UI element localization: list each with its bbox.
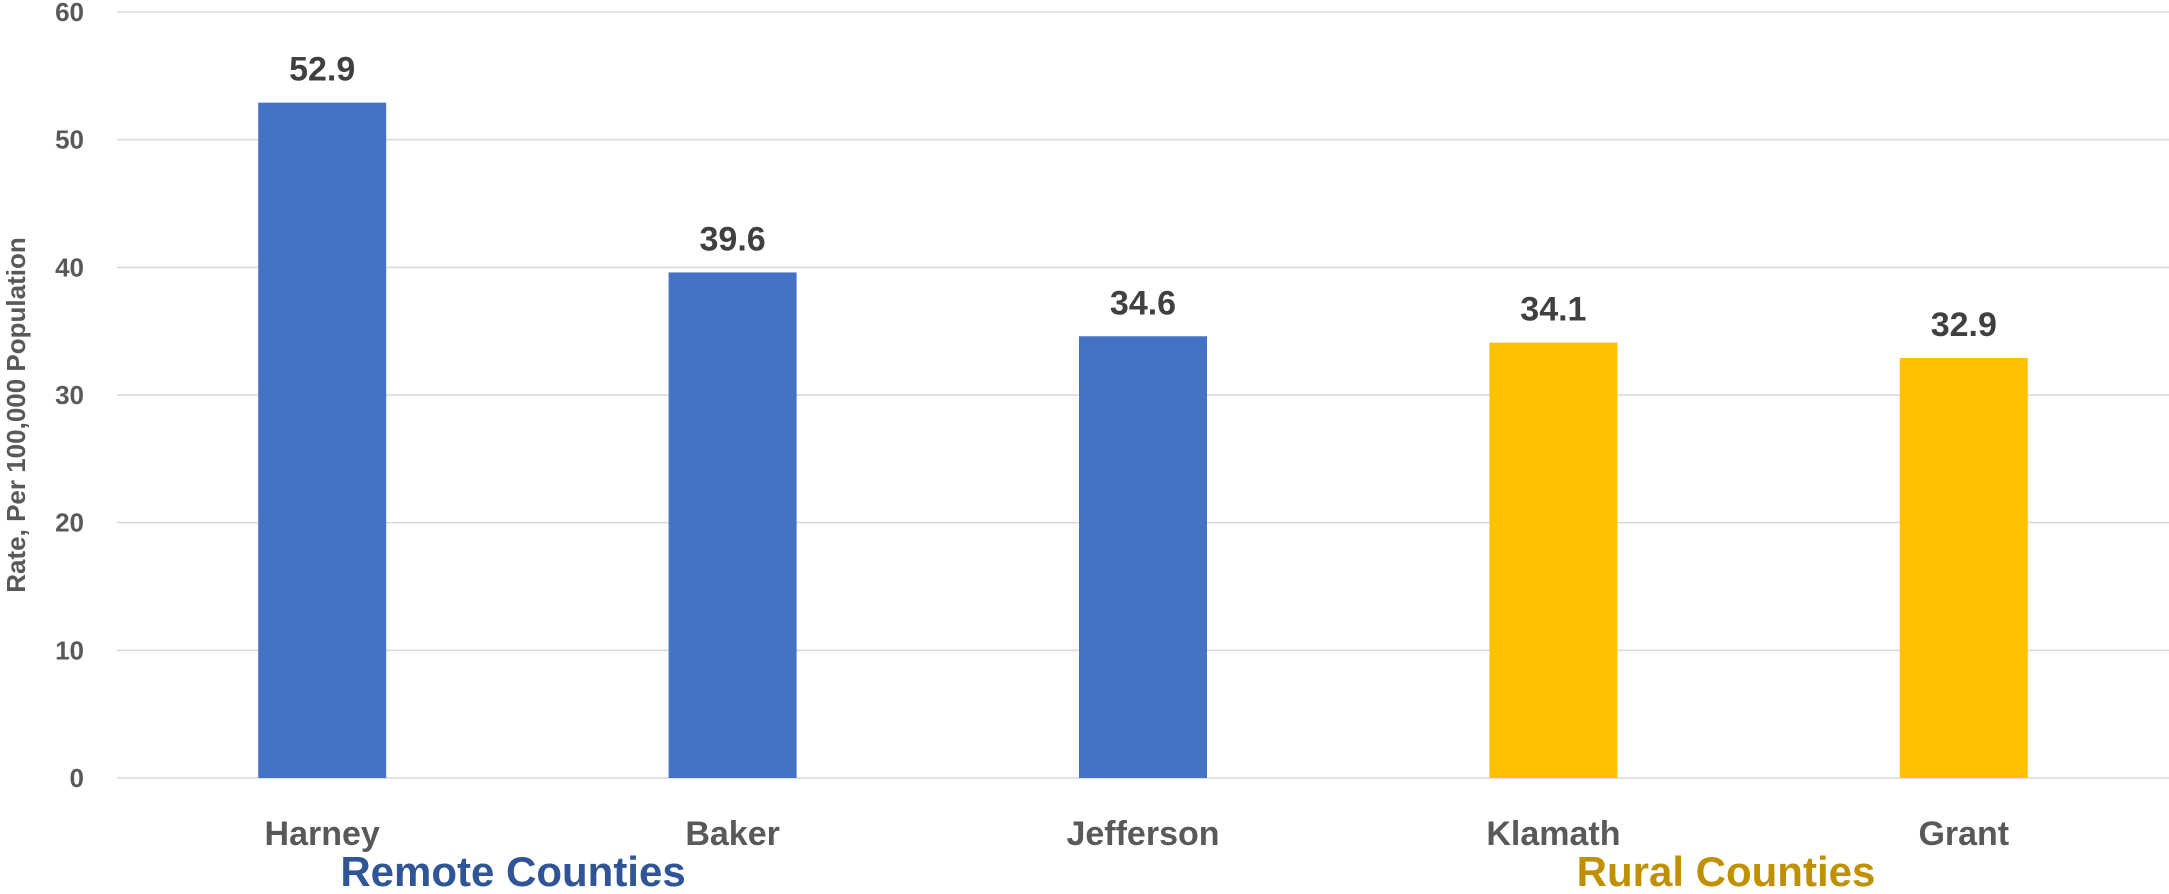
y-tick-label: 0 [70, 763, 84, 793]
group-label-remote-counties: Remote Counties [340, 848, 685, 894]
data-label-grant: 32.9 [1931, 306, 1997, 344]
y-tick-label: 60 [55, 0, 84, 27]
y-axis-ticks: 0 10 20 30 40 50 60 [55, 0, 84, 793]
data-label-klamath: 34.1 [1520, 291, 1586, 329]
x-axis-categories: Harney Baker Jefferson Klamath Grant [265, 815, 2010, 853]
bar-grant [1899, 357, 2028, 778]
y-tick-label: 10 [55, 635, 84, 665]
data-labels: 52.9 39.6 34.6 34.1 32.9 [289, 51, 1997, 344]
x-tick-label-baker: Baker [685, 815, 780, 853]
y-tick-label: 40 [55, 252, 84, 282]
x-tick-label-grant: Grant [1918, 815, 2009, 853]
y-tick-label: 30 [55, 380, 84, 410]
x-tick-label-harney: Harney [265, 815, 380, 853]
bar-klamath [1489, 342, 1618, 778]
y-axis-label: Rate, Per 100,000 Population [1, 237, 31, 592]
data-label-harney: 52.9 [289, 51, 355, 89]
data-label-baker: 39.6 [700, 220, 766, 258]
x-tick-label-jefferson: Jefferson [1066, 815, 1219, 853]
bar-jefferson [1079, 336, 1207, 778]
group-label-rural-counties: Rural Counties [1577, 848, 1876, 894]
bar-harney [258, 102, 387, 779]
data-label-jefferson: 34.6 [1110, 284, 1176, 322]
bars [258, 102, 2028, 779]
y-tick-label: 50 [55, 125, 84, 155]
bar-baker [668, 272, 797, 778]
y-tick-label: 20 [55, 508, 84, 538]
x-tick-label-klamath: Klamath [1486, 815, 1620, 853]
